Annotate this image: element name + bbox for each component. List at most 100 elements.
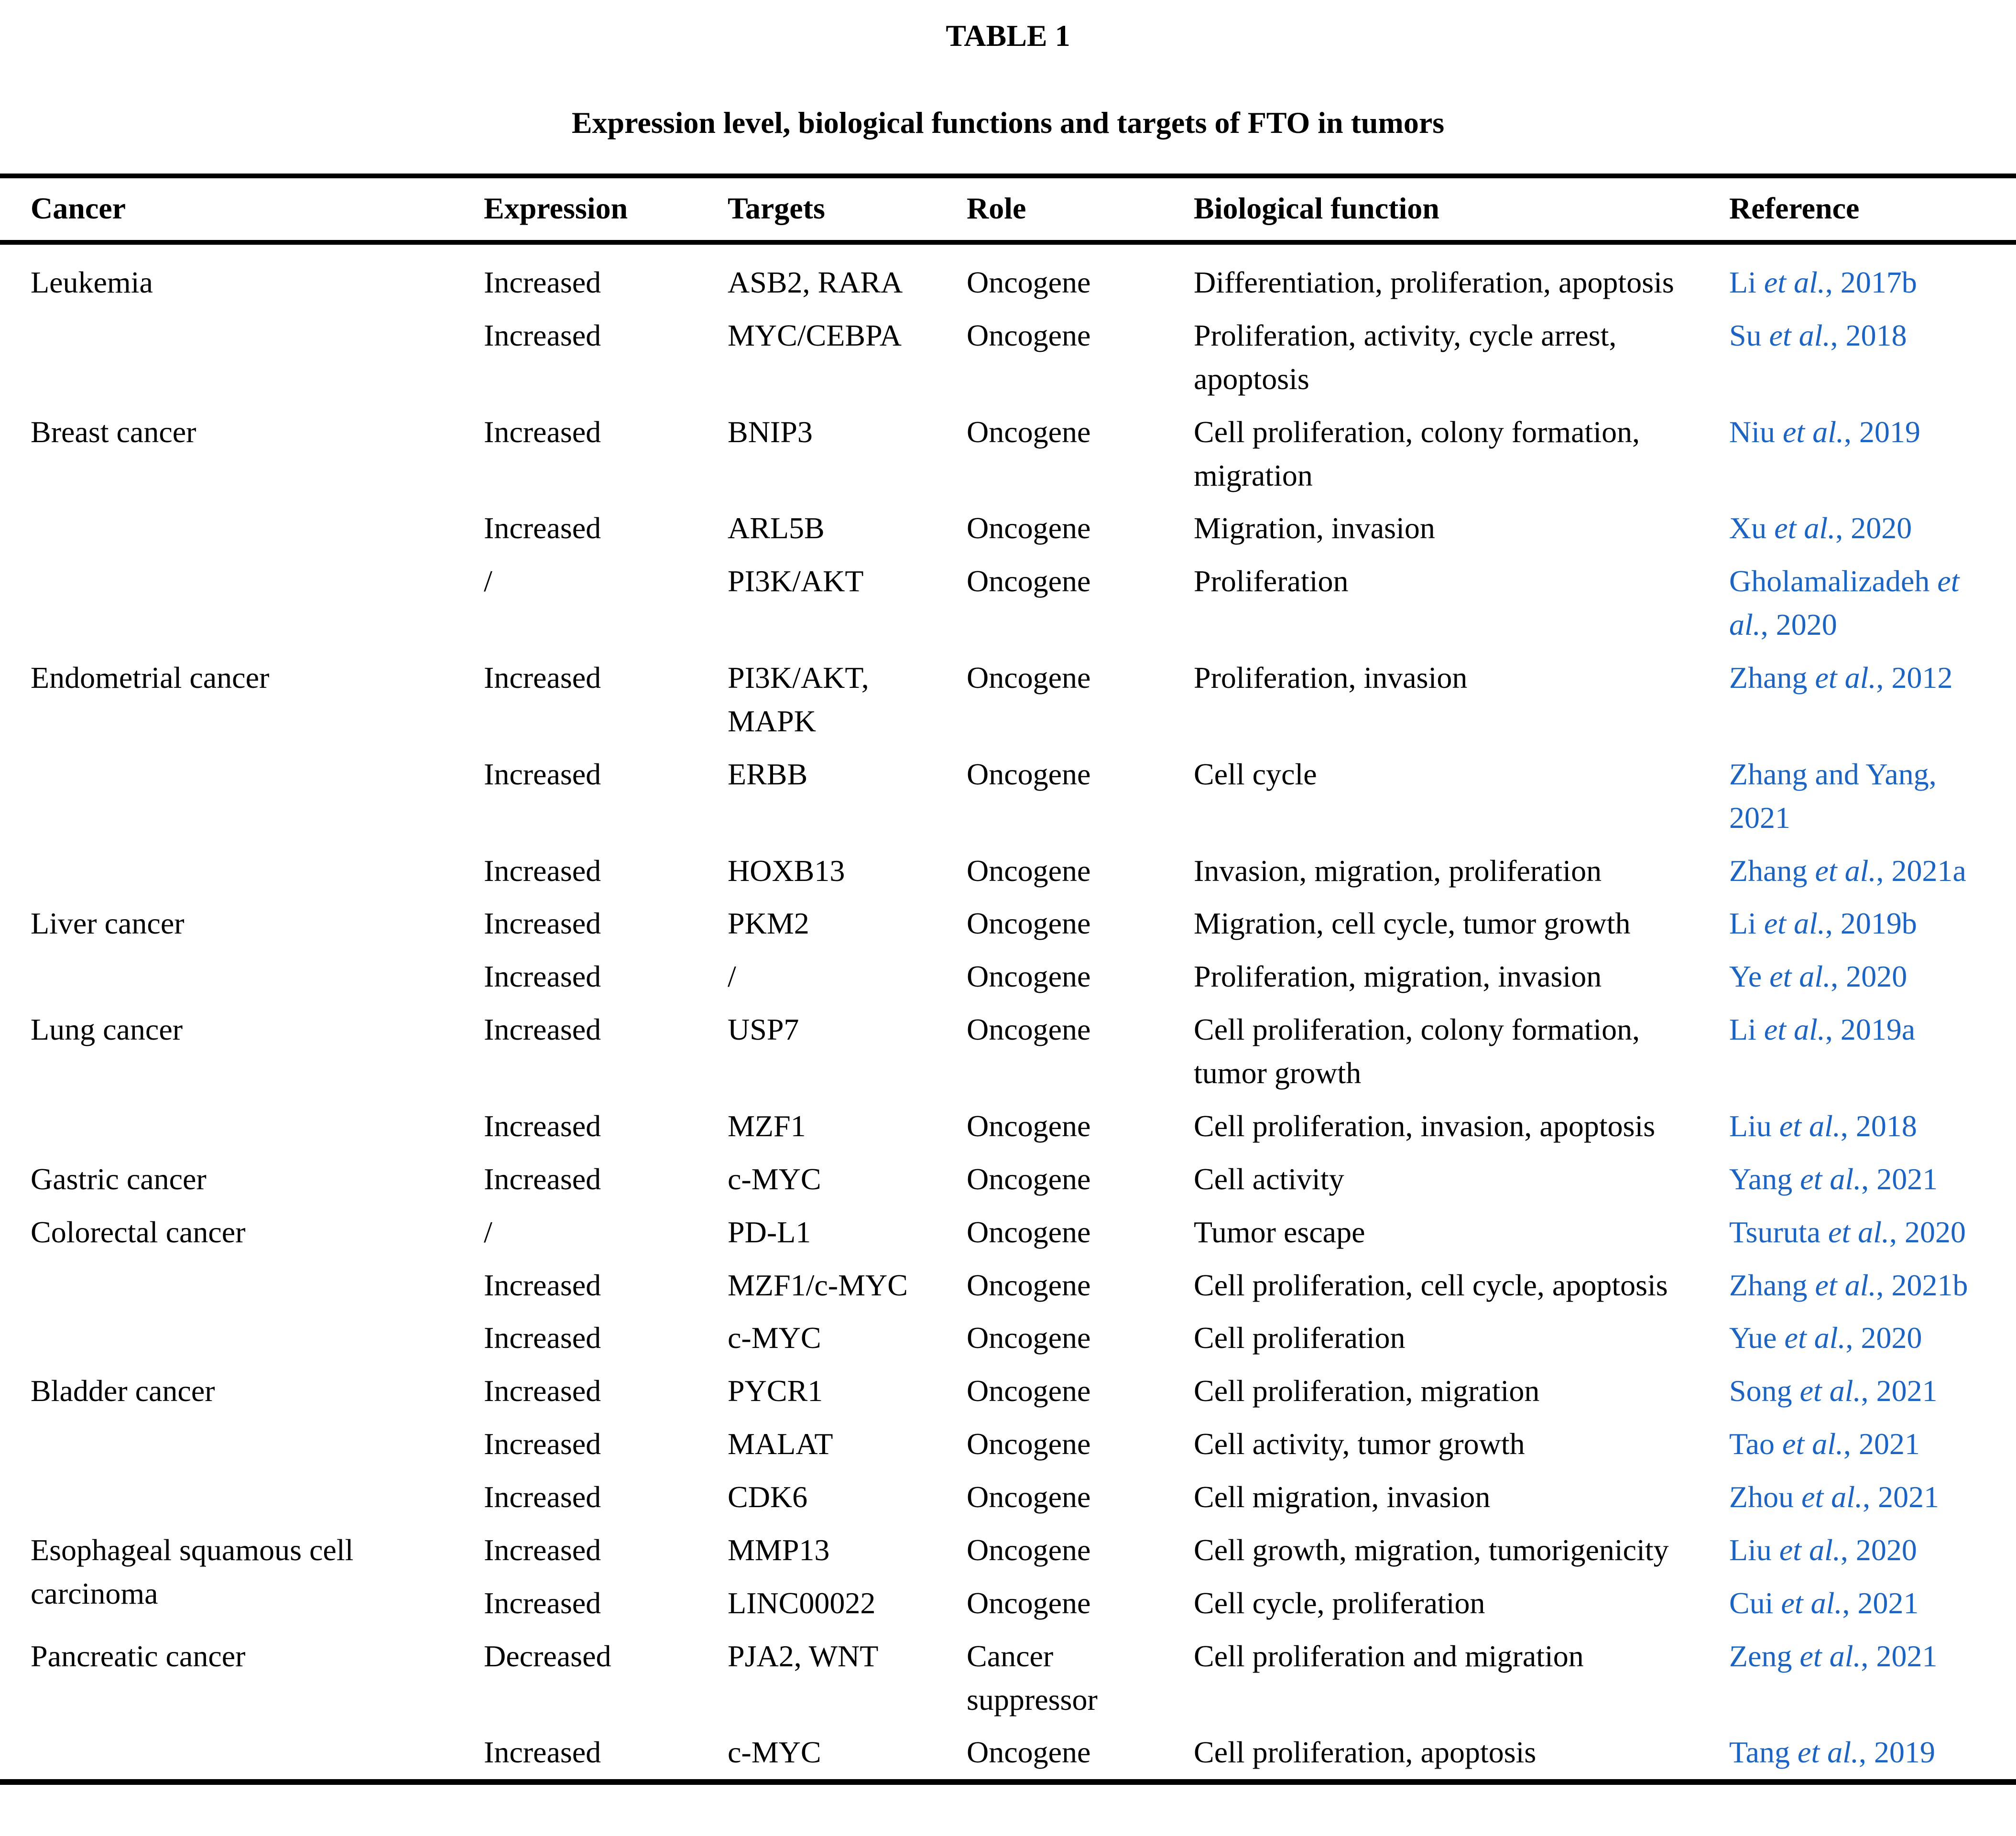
reference-link[interactable]: Li et al., 2017b — [1729, 265, 1917, 299]
reference-cell: Tsuruta et al., 2020 — [1729, 1206, 2016, 1259]
reference-link[interactable]: Song et al., 2021 — [1729, 1374, 1938, 1408]
reference-text: Zeng — [1729, 1639, 1800, 1673]
reference-etal-italic: et al. — [1782, 1427, 1843, 1461]
reference-link[interactable]: Zhang et al., 2021b — [1729, 1268, 1968, 1302]
reference-link[interactable]: Xu et al., 2020 — [1729, 511, 1912, 545]
reference-text: , 2020 — [1760, 608, 1837, 642]
reference-cell: Cui et al., 2021 — [1729, 1577, 2016, 1630]
reference-etal-italic: et al. — [1828, 1215, 1889, 1249]
cancer-cell — [0, 1259, 484, 1312]
reference-etal-italic: et al. — [1815, 853, 1876, 888]
reference-text: Liu — [1729, 1532, 1779, 1567]
cancer-cell: Liver cancer — [31, 906, 185, 941]
biological-function-cell: Cell proliferation, migration — [1194, 1374, 1540, 1408]
table-row: Increased CDK6 Oncogene Cell migration, inv… — [0, 1471, 2016, 1524]
biological-function-cell: Cell activity — [1194, 1162, 1344, 1196]
expression-cell: Increased — [484, 1012, 601, 1047]
table-row: Increased MZF1 Oncogene Cell proliferation,… — [0, 1100, 2016, 1153]
targets-cell: ASB2, RARA — [728, 265, 903, 300]
reference-link[interactable]: Su et al., 2018 — [1729, 318, 1907, 352]
reference-link[interactable]: Yang et al., 2021 — [1729, 1162, 1938, 1196]
cancer-cell: Pancreatic cancer — [31, 1639, 246, 1673]
reference-link[interactable]: Cui et al., 2021 — [1729, 1586, 1918, 1620]
biological-function-cell: Cell proliferation, colony formation, tu… — [1194, 1012, 1640, 1090]
reference-text: Yang — [1729, 1162, 1800, 1196]
role-cell: Oncogene — [967, 1268, 1091, 1302]
table-row: Bladder cancer Increased PYCR1 Oncogene Cell… — [0, 1365, 2016, 1418]
expression-cell: Decreased — [484, 1639, 611, 1673]
biological-function-cell: Tumor escape — [1194, 1215, 1365, 1249]
biological-function-cell: Proliferation, activity, cycle arrest, a… — [1194, 318, 1617, 396]
cancer-cell — [0, 1418, 484, 1471]
reference-link[interactable]: Zhang and Yang, 2021 — [1729, 757, 1937, 835]
table-row: Increased ARL5B Oncogene Migration, invasio… — [0, 502, 2016, 555]
table-row: Increased / Oncogene Proliferation, migrati… — [0, 950, 2016, 1003]
fto-tumors-table: Cancer Expression Targets Role Biological fu… — [0, 174, 2016, 1785]
reference-link[interactable]: Gholamalizadeh et al., 2020 — [1729, 564, 1960, 641]
table-row: Pancreatic cancer Decreased PJA2, WNT Cance… — [0, 1630, 2016, 1727]
reference-link[interactable]: Tang et al., 2019 — [1729, 1735, 1935, 1769]
reference-link[interactable]: Yue et al., 2020 — [1729, 1321, 1922, 1355]
reference-link[interactable]: Zeng et al., 2021 — [1729, 1639, 1937, 1673]
biological-function-cell: Cell proliferation, apoptosis — [1194, 1735, 1537, 1770]
expression-cell: Increased — [484, 1480, 601, 1514]
reference-text: , 2020 — [1889, 1215, 1966, 1249]
reference-text: Xu — [1729, 511, 1775, 545]
role-cell: Oncogene — [967, 1012, 1091, 1047]
reference-text: , 2019b — [1825, 906, 1917, 941]
reference-cell: Su et al., 2018 — [1729, 309, 2016, 406]
reference-link[interactable]: Li et al., 2019a — [1729, 1012, 1915, 1046]
reference-link[interactable]: Ye et al., 2020 — [1729, 959, 1907, 993]
role-cell: Oncogene — [967, 1215, 1091, 1249]
reference-text: Zhou — [1729, 1480, 1802, 1514]
reference-etal-italic: et al. — [1781, 1586, 1842, 1620]
role-cell: Oncogene — [967, 959, 1091, 994]
reference-cell: Yue et al., 2020 — [1729, 1312, 2016, 1365]
reference-link[interactable]: Tao et al., 2021 — [1729, 1427, 1920, 1461]
targets-cell: PD-L1 — [728, 1215, 811, 1249]
reference-cell: Li et al., 2019b — [1729, 897, 2016, 950]
reference-link[interactable]: Zhou et al., 2021 — [1729, 1480, 1939, 1514]
targets-cell: MYC/CEBPA — [728, 318, 902, 352]
reference-link[interactable]: Niu et al., 2019 — [1729, 415, 1920, 449]
reference-etal-italic: et al. — [1764, 265, 1825, 300]
header-row: Cancer Expression Targets Role Biological fu… — [0, 176, 2016, 245]
reference-link[interactable]: Liu et al., 2018 — [1729, 1109, 1917, 1143]
cancer-cell — [0, 555, 484, 652]
table-row: Endometrial cancer Increased PI3K/AKT, MAP… — [0, 652, 2016, 748]
biological-function-cell: Proliferation — [1194, 564, 1349, 598]
cancer-cell: Esophageal squamous cell carcinoma — [31, 1532, 354, 1610]
table-caption: Expression level, biological functions a… — [571, 105, 1445, 140]
expression-cell: Increased — [484, 414, 601, 449]
reference-cell: Zhou et al., 2021 — [1729, 1471, 2016, 1524]
role-cell: Oncogene — [967, 511, 1091, 545]
role-cell: Oncogene — [967, 265, 1091, 300]
biological-function-cell: Proliferation, migration, invasion — [1194, 959, 1602, 994]
biological-function-cell: Migration, invasion — [1194, 511, 1435, 545]
reference-etal-italic: et al. — [1783, 414, 1844, 449]
reference-link[interactable]: Liu et al., 2020 — [1729, 1533, 1917, 1567]
reference-link[interactable]: Tsuruta et al., 2020 — [1729, 1215, 1966, 1249]
reference-cell: Liu et al., 2018 — [1729, 1100, 2016, 1153]
table-row: Increased ERBB Oncogene Cell cycle Zhang and… — [0, 748, 2016, 845]
targets-cell: MALAT — [728, 1427, 833, 1461]
reference-link[interactable]: Zhang et al., 2021a — [1729, 854, 1966, 888]
reference-etal-italic: et al. — [1769, 959, 1831, 994]
reference-cell: Li et al., 2017b — [1729, 242, 2016, 309]
reference-text: , 2021 — [1861, 1162, 1938, 1196]
cancer-cell: Breast cancer — [31, 414, 196, 449]
biological-function-cell: Cell activity, tumor growth — [1194, 1427, 1525, 1461]
reference-cell: Liu et al., 2020 — [1729, 1524, 2016, 1577]
table-row: Lung cancer Increased USP7 Oncogene Cell pro… — [0, 1003, 2016, 1100]
reference-cell: Tao et al., 2021 — [1729, 1418, 2016, 1471]
role-cell: Oncogene — [967, 757, 1091, 791]
reference-cell: Zhang et al., 2021a — [1729, 845, 2016, 898]
table-row: Increased MALAT Oncogene Cell activity, tum… — [0, 1418, 2016, 1471]
targets-cell: MZF1/c-MYC — [728, 1268, 908, 1302]
expression-cell: Increased — [484, 959, 601, 994]
reference-text: , 2018 — [1830, 318, 1907, 352]
reference-link[interactable]: Zhang et al., 2012 — [1729, 661, 1952, 695]
reference-text: Niu — [1729, 414, 1783, 449]
reference-link[interactable]: Li et al., 2019b — [1729, 906, 1917, 940]
expression-cell: Increased — [484, 1374, 601, 1408]
